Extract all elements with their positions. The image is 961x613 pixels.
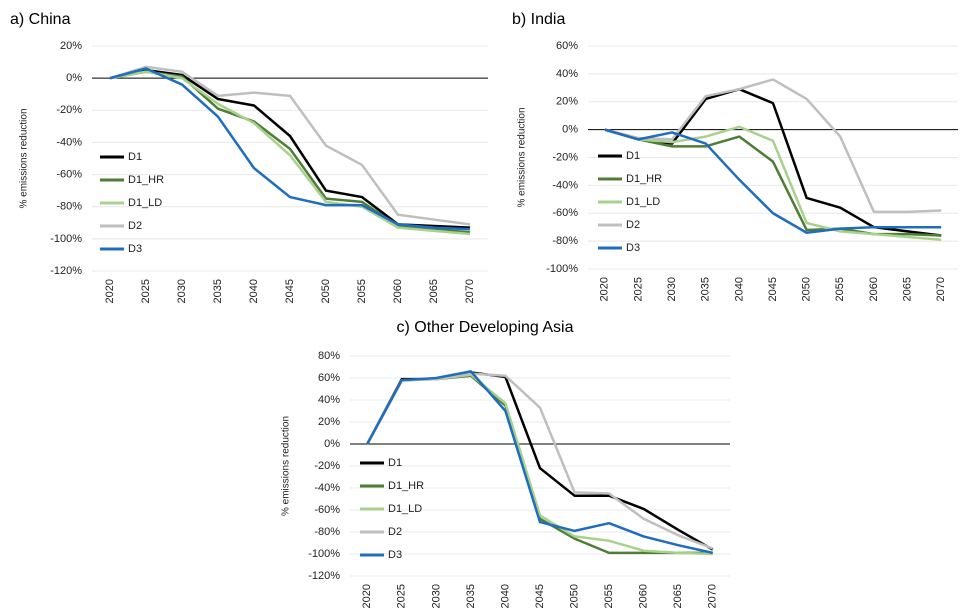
y-tick-label: -80% <box>314 526 340 538</box>
y-tick-label: 40% <box>556 68 578 80</box>
y-axis-label: % emissions reduction <box>19 108 30 208</box>
series-line <box>604 78 942 214</box>
y-tick-label: -60% <box>314 504 340 516</box>
x-tick-label: 2045 <box>284 279 296 303</box>
x-tick-label: 2030 <box>430 584 442 608</box>
x-tick-label: 2065 <box>901 277 913 301</box>
y-tick-label: -40% <box>314 482 340 494</box>
y-tick-label: -120% <box>308 570 340 582</box>
series-line <box>366 370 713 555</box>
y-tick-label: 20% <box>60 40 82 52</box>
y-tick-label: -100% <box>308 548 340 560</box>
x-tick-label: 2040 <box>248 279 260 303</box>
series-line <box>109 67 471 231</box>
chart-title: c) Other Developing Asia <box>397 319 574 336</box>
legend-label: D1_HR <box>626 173 662 185</box>
chart-title: b) India <box>512 11 565 28</box>
x-tick-label: 2055 <box>356 279 368 303</box>
y-tick-label: -80% <box>56 201 82 213</box>
y-tick-label: 20% <box>556 96 578 108</box>
y-tick-label: -40% <box>552 179 578 191</box>
x-tick-label: 2030 <box>176 279 188 303</box>
legend-label: D3 <box>388 549 402 561</box>
x-tick-label: 2035 <box>700 277 712 301</box>
y-tick-label: 20% <box>318 416 340 428</box>
x-tick-label: 2050 <box>320 279 332 303</box>
series-line <box>604 128 942 235</box>
x-tick-label: 2070 <box>707 584 719 608</box>
legend-label: D1 <box>128 151 142 163</box>
x-tick-label: 2070 <box>935 277 947 301</box>
legend-label: D2 <box>388 526 402 538</box>
x-tick-label: 2040 <box>499 584 511 608</box>
y-tick-label: -100% <box>546 263 578 275</box>
y-tick-label: 60% <box>556 40 578 52</box>
x-tick-label: 2070 <box>464 279 476 303</box>
x-tick-label: 2060 <box>868 277 880 301</box>
y-tick-label: -20% <box>56 104 82 116</box>
y-tick-label: -60% <box>552 207 578 219</box>
x-tick-label: 2060 <box>638 584 650 608</box>
legend-label: D2 <box>128 220 142 232</box>
x-tick-label: 2035 <box>465 584 477 608</box>
y-tick-label: -20% <box>552 151 578 163</box>
legend-label: D1_LD <box>388 503 422 515</box>
x-tick-label: 2025 <box>632 277 644 301</box>
y-tick-label: 80% <box>318 350 340 362</box>
x-tick-label: 2065 <box>672 584 684 608</box>
legend-label: D1 <box>388 457 402 469</box>
y-tick-label: -60% <box>56 168 82 180</box>
y-tick-label: -20% <box>314 460 340 472</box>
legend-label: D2 <box>626 219 640 231</box>
x-tick-label: 2055 <box>834 277 846 301</box>
x-tick-label: 2025 <box>396 584 408 608</box>
legend-label: D3 <box>128 243 142 255</box>
legend-label: D1_LD <box>128 197 162 209</box>
x-tick-label: 2050 <box>568 584 580 608</box>
x-tick-label: 2035 <box>212 279 224 303</box>
x-tick-label: 2040 <box>733 277 745 301</box>
y-axis-label: % emissions reduction <box>281 416 292 516</box>
y-axis-label: % emissions reduction <box>517 107 528 207</box>
x-tick-label: 2030 <box>666 277 678 301</box>
x-tick-label: 2050 <box>801 277 813 301</box>
x-tick-label: 2055 <box>603 584 615 608</box>
series-line <box>109 65 471 226</box>
x-tick-label: 2020 <box>104 279 116 303</box>
y-tick-label: -120% <box>50 265 82 277</box>
y-tick-label: 0% <box>324 438 340 450</box>
chart-title: a) China <box>10 11 71 28</box>
x-tick-label: 2045 <box>767 277 779 301</box>
y-tick-label: 0% <box>562 124 578 136</box>
x-tick-label: 2065 <box>428 279 440 303</box>
x-tick-label: 2045 <box>534 584 546 608</box>
y-tick-label: -80% <box>552 235 578 247</box>
legend-label: D1_HR <box>388 480 424 492</box>
x-tick-label: 2060 <box>392 279 404 303</box>
y-tick-label: 60% <box>318 372 340 384</box>
series-line <box>604 125 942 241</box>
x-tick-label: 2020 <box>599 277 611 301</box>
x-tick-label: 2020 <box>361 584 373 608</box>
y-tick-label: -40% <box>56 136 82 148</box>
y-tick-label: 40% <box>318 394 340 406</box>
y-tick-label: 0% <box>66 72 82 84</box>
x-tick-label: 2025 <box>140 279 152 303</box>
legend-label: D1_HR <box>128 174 164 186</box>
legend-label: D1 <box>626 150 640 162</box>
y-tick-label: -100% <box>50 233 82 245</box>
legend-label: D3 <box>626 242 640 254</box>
legend-label: D1_LD <box>626 196 660 208</box>
series-line <box>109 70 471 236</box>
